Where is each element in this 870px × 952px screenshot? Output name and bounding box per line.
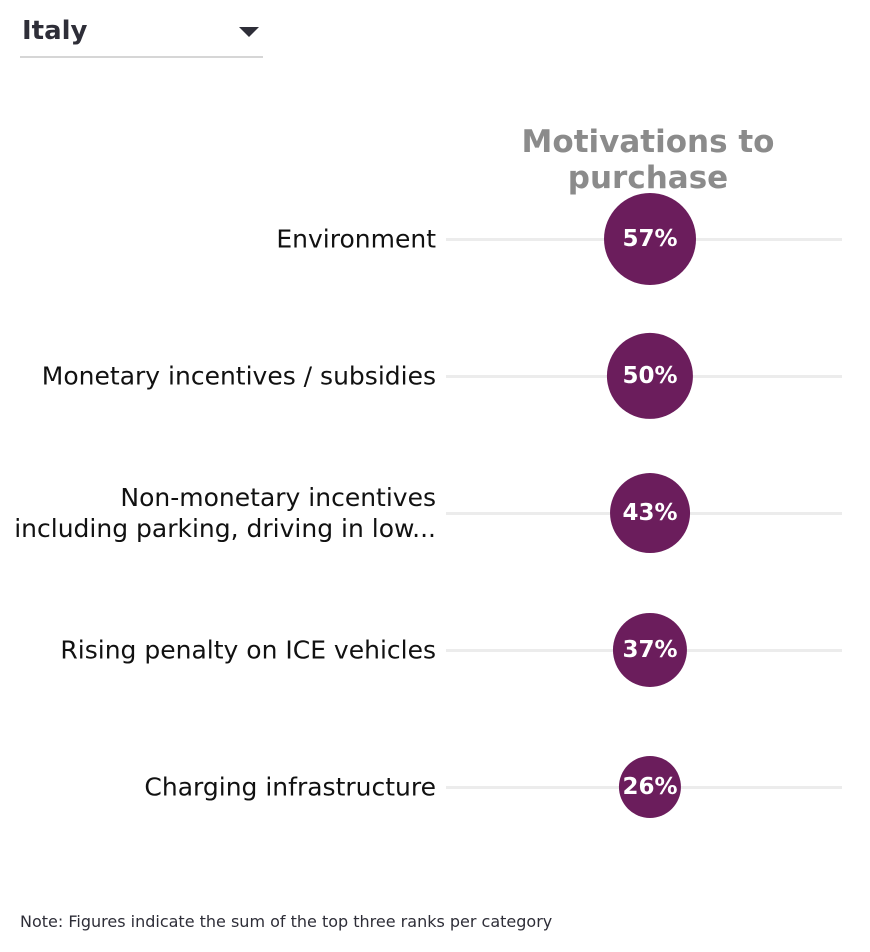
chart-row: Non-monetary incentives including parking… xyxy=(0,473,870,553)
category-label-line: including parking, driving in low... xyxy=(14,514,436,543)
chart-row: Charging infrastructure 26% xyxy=(0,755,870,819)
chart-row: Monetary incentives / subsidies 50% xyxy=(0,332,870,420)
value-label: 37% xyxy=(622,636,678,663)
chart-title: Motivations to purchase xyxy=(521,124,775,196)
category-label: Monetary incentives / subsidies xyxy=(42,361,436,392)
category-label-line: Charging infrastructure xyxy=(144,772,436,802)
category-label: Rising penalty on ICE vehicles xyxy=(60,635,436,666)
value-bubble[interactable]: 26% xyxy=(618,755,682,819)
value-bubble[interactable]: 37% xyxy=(612,612,688,688)
value-label: 50% xyxy=(622,363,678,389)
value-bubble[interactable]: 43% xyxy=(610,473,690,553)
category-label-line: Non-monetary incentives xyxy=(120,483,436,512)
country-dropdown-value: Italy xyxy=(22,16,88,46)
value-label: 26% xyxy=(622,774,678,800)
chevron-down-icon[interactable] xyxy=(239,27,259,37)
value-label: 57% xyxy=(622,226,678,252)
category-label: Charging infrastructure xyxy=(144,772,436,803)
category-label-line: Environment xyxy=(276,224,436,254)
chart-row: Rising penalty on ICE vehicles 37% xyxy=(0,612,870,688)
country-dropdown[interactable]: Italy xyxy=(20,12,263,58)
category-label-line: Rising penalty on ICE vehicles xyxy=(60,635,436,665)
category-label: Environment xyxy=(276,224,436,255)
chart-note: Note: Figures indicate the sum of the to… xyxy=(20,912,553,931)
chart-row: Environment 57% xyxy=(0,193,870,285)
value-bubble[interactable]: 50% xyxy=(606,332,694,420)
category-label: Non-monetary incentives including parking… xyxy=(14,482,436,544)
value-bubble[interactable]: 57% xyxy=(604,193,696,285)
value-label: 43% xyxy=(622,500,678,526)
category-label-line: Monetary incentives / subsidies xyxy=(41,361,436,391)
